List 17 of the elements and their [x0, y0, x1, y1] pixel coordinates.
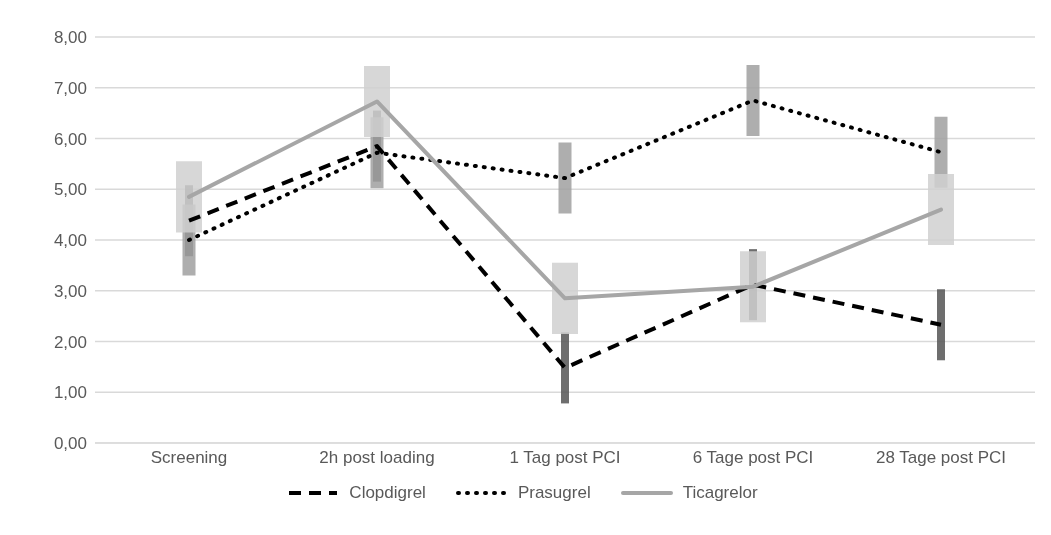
- y-tick-label: 2,00: [53, 332, 87, 352]
- y-tick-label: 1,00: [53, 383, 87, 403]
- x-tick-label: 2h post loading: [319, 448, 435, 468]
- x-tick-label: 28 Tage post PCI: [875, 448, 1007, 468]
- x-tick-label: 1 Tag post PCI: [509, 448, 621, 468]
- legend-label: Clopdigrel: [348, 483, 426, 503]
- y-tick-label: 5,00: [53, 180, 87, 200]
- y-tick-label: 6,00: [53, 129, 87, 149]
- legend-label: Ticagrelor: [681, 483, 758, 503]
- y-tick-label: 8,00: [53, 28, 87, 48]
- legend-label: Prasugrel: [516, 483, 591, 503]
- y-tick-label: 7,00: [53, 78, 87, 98]
- x-tick-label: 6 Tage post PCI: [692, 448, 814, 468]
- y-tick-label: 0,00: [53, 434, 87, 454]
- y-tick-label: 4,00: [53, 231, 87, 251]
- x-tick-label: Screening: [150, 448, 228, 468]
- y-tick-label: 3,00: [53, 281, 87, 301]
